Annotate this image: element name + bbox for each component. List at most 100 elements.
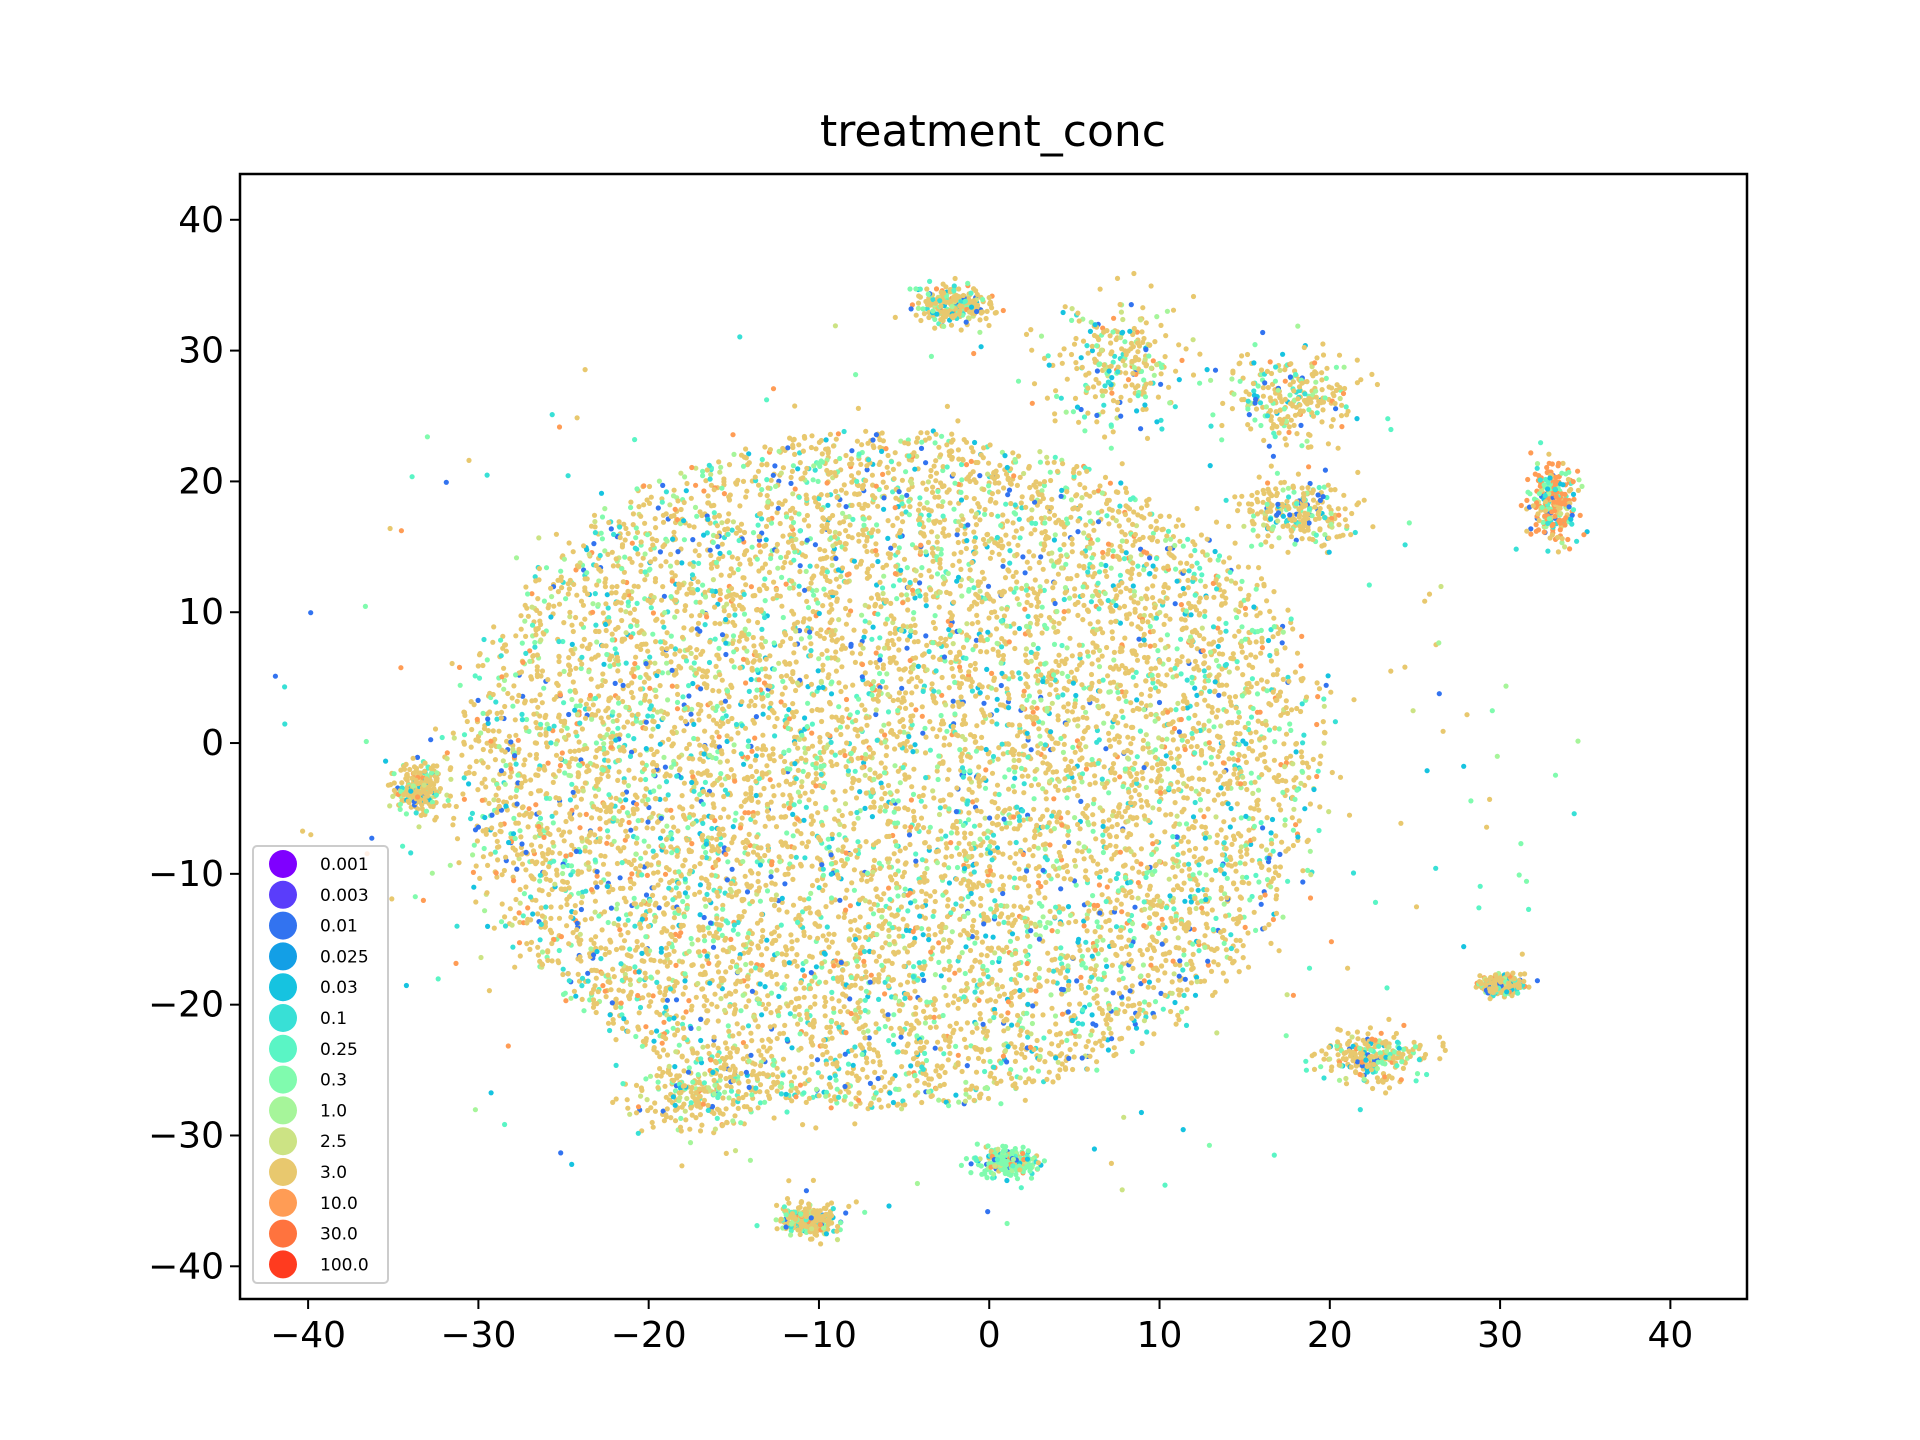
data-point [642, 970, 648, 976]
data-point [530, 911, 536, 917]
data-point [790, 505, 796, 511]
data-point [959, 593, 965, 599]
data-point [1143, 784, 1149, 791]
data-point [841, 914, 847, 921]
data-point [878, 780, 884, 786]
data-point [1015, 542, 1021, 548]
data-point [616, 700, 622, 706]
data-point [456, 860, 462, 866]
data-point [788, 999, 794, 1005]
data-point [1182, 862, 1188, 868]
data-point [598, 956, 604, 962]
data-point [743, 494, 749, 500]
data-point [800, 448, 807, 454]
data-point [1223, 835, 1229, 841]
data-point [861, 1029, 867, 1035]
data-point [1102, 474, 1109, 480]
data-point [852, 659, 859, 666]
data-point [764, 888, 771, 894]
data-point [620, 945, 626, 951]
data-point [1067, 1047, 1073, 1053]
data-point [929, 489, 936, 495]
data-point [1255, 718, 1261, 724]
data-point [731, 664, 737, 670]
data-point [637, 752, 643, 758]
data-point [619, 617, 625, 624]
data-point [796, 583, 802, 589]
data-point [731, 748, 737, 755]
data-point [1108, 1030, 1114, 1036]
data-point [561, 700, 567, 706]
data-point [963, 494, 969, 501]
data-point [1125, 1003, 1131, 1009]
data-point [725, 814, 732, 820]
data-point [603, 809, 609, 815]
data-point [1016, 757, 1022, 764]
data-point [825, 836, 831, 842]
data-point [650, 892, 656, 899]
data-point [584, 570, 590, 576]
data-point [1236, 714, 1242, 720]
data-point [973, 522, 980, 528]
data-point [597, 826, 603, 832]
data-point [854, 958, 860, 964]
data-point [732, 612, 738, 618]
data-point [1231, 817, 1237, 823]
data-point [483, 784, 489, 790]
data-point [974, 612, 980, 619]
data-point [560, 966, 566, 972]
data-point [1017, 676, 1023, 682]
data-point [536, 887, 543, 893]
data-point [1256, 879, 1262, 885]
data-point [1321, 740, 1327, 746]
data-point [579, 889, 586, 895]
data-point [616, 987, 622, 993]
data-point [903, 748, 909, 754]
data-point [660, 543, 666, 550]
data-point [1095, 580, 1101, 586]
data-point [532, 834, 538, 840]
data-point [1053, 520, 1059, 526]
data-point [1000, 851, 1006, 857]
data-point [809, 721, 816, 727]
data-point [830, 443, 837, 449]
data-point [1063, 561, 1069, 567]
data-point [658, 877, 664, 883]
data-point [798, 636, 805, 642]
data-point [779, 574, 785, 581]
data-point [829, 989, 835, 996]
data-point [1224, 576, 1230, 582]
data-point [1099, 490, 1105, 496]
data-point [537, 618, 543, 624]
data-point [561, 838, 567, 844]
data-point [1023, 1079, 1029, 1086]
data-point [578, 598, 585, 604]
data-point [603, 601, 609, 607]
data-point [1060, 965, 1066, 971]
data-point [1105, 1012, 1111, 1018]
data-point [767, 447, 774, 453]
data-point [848, 473, 855, 479]
data-point [1311, 786, 1317, 793]
data-point [559, 585, 565, 591]
data-point [1209, 877, 1215, 883]
data-point [532, 644, 538, 650]
data-point [1107, 878, 1113, 884]
data-point [776, 933, 782, 939]
data-point [715, 935, 721, 941]
data-point [1189, 966, 1195, 973]
data-point [590, 702, 596, 708]
data-point [1083, 805, 1089, 811]
data-point [1037, 481, 1043, 487]
data-point [857, 843, 863, 850]
data-point [1130, 766, 1137, 772]
data-point [933, 478, 939, 484]
data-point [807, 985, 814, 992]
data-point [960, 877, 966, 883]
data-point [601, 909, 608, 915]
data-point [519, 717, 526, 723]
data-point [1028, 782, 1034, 789]
data-point [1073, 882, 1079, 888]
data-point [978, 745, 984, 751]
